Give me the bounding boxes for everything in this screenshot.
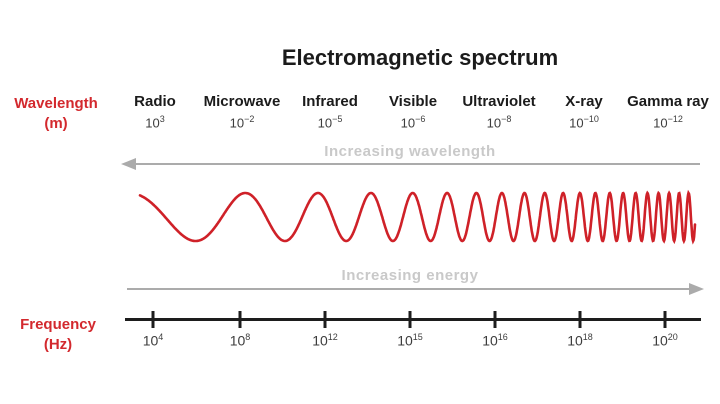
wavelength-axis-unit: (m) xyxy=(44,115,68,132)
band-ultraviolet: Ultraviolet 10−8 xyxy=(462,93,535,130)
frequency-axis-line xyxy=(125,318,701,321)
band-wavelength-value: 103 xyxy=(145,114,165,131)
band-name: Microwave xyxy=(203,93,281,110)
frequency-axis-label-text: Frequency xyxy=(20,316,96,333)
tick-mark xyxy=(578,311,582,328)
tick-label: 1018 xyxy=(567,332,593,349)
band-infrared: Infrared 10−5 xyxy=(302,93,358,130)
wavelength-axis-label-text: Wavelength xyxy=(14,95,98,112)
frequency-axis-unit: (Hz) xyxy=(43,336,73,353)
em-wave-path xyxy=(138,189,697,245)
tick-mark xyxy=(408,311,412,328)
tick-label: 104 xyxy=(142,332,164,349)
wavelength-axis-label: Wavelength (m) xyxy=(0,94,112,134)
tick-mark xyxy=(493,311,497,328)
tick-label: 1015 xyxy=(397,332,423,349)
band-radio: Radio 103 xyxy=(134,93,176,130)
band-wavelength-value: 10−5 xyxy=(317,114,343,131)
band-name: Visible xyxy=(388,93,438,110)
tick-mark xyxy=(663,311,667,328)
band-wavelength-value: 10−12 xyxy=(653,114,683,131)
band-wavelength-value: 10−10 xyxy=(569,114,599,131)
increasing-energy-arrow-line xyxy=(127,288,689,290)
tick-label: 1020 xyxy=(652,332,678,349)
increasing-wavelength-label: Increasing wavelength xyxy=(324,143,496,160)
frequency-axis-label: Frequency (Hz) xyxy=(2,315,114,355)
left-arrowhead-icon xyxy=(121,158,136,170)
page-title: Electromagnetic spectrum xyxy=(281,45,559,70)
tick-mark xyxy=(151,311,155,328)
band-name: X-ray xyxy=(565,93,603,110)
band-gamma-ray: Gamma ray 10−12 xyxy=(627,93,709,130)
band-visible: Visible 10−6 xyxy=(389,93,437,130)
band-wavelength-value: 10−6 xyxy=(400,114,426,131)
tick-mark xyxy=(238,311,242,328)
tick-label: 108 xyxy=(229,332,251,349)
band-wavelength-value: 10−8 xyxy=(486,114,512,131)
tick-label: 1016 xyxy=(482,332,508,349)
tick-mark xyxy=(323,311,327,328)
tick-label: 1012 xyxy=(312,332,338,349)
band-name: Infrared xyxy=(302,93,358,110)
increasing-energy-label: Increasing energy xyxy=(341,267,479,284)
band-name: Ultraviolet xyxy=(462,93,536,110)
increasing-wavelength-arrow-line xyxy=(136,163,700,165)
band-x-ray: X-ray 10−10 xyxy=(565,93,603,130)
band-wavelength-value: 10−2 xyxy=(229,114,255,131)
band-microwave: Microwave 10−2 xyxy=(204,93,281,130)
band-name: Radio xyxy=(134,93,176,110)
right-arrowhead-icon xyxy=(689,283,704,295)
band-name: Gamma ray xyxy=(627,93,709,110)
